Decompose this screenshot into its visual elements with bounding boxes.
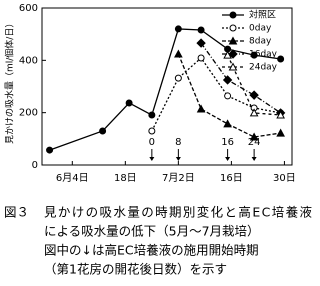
y-axis-label: 見かけの吸水量（ml/個体/日） (4, 19, 16, 144)
marker (249, 90, 259, 100)
marker (99, 127, 107, 135)
marker (174, 49, 183, 58)
series-line (177, 53, 281, 138)
caption-line: による吸水量の低下（5月～7月栽培） (44, 224, 260, 239)
x-tick-label: 18日 (114, 173, 137, 184)
legend-label: 8day (249, 37, 272, 47)
legend-marker (228, 49, 238, 59)
y-tick-label: 0 (32, 160, 38, 171)
marker (196, 38, 206, 48)
legend-marker (228, 62, 238, 71)
caption-line: 見かけの吸水量の時期別変化と高EC培養液 (44, 205, 312, 220)
legend-label: 対照区 (249, 9, 276, 21)
legend-marker (228, 36, 238, 45)
marker (224, 92, 232, 100)
annotation-arrowhead (225, 157, 231, 161)
marker (249, 132, 259, 141)
legend-marker (229, 24, 237, 32)
annotation-arrowhead (175, 157, 181, 161)
marker (174, 74, 182, 82)
caption-line: 図中の↓は高EC培養液の施用開始時期 (44, 243, 259, 258)
marker (196, 104, 206, 113)
marker (148, 111, 156, 119)
y-tick-label: 600 (19, 3, 38, 14)
marker (222, 75, 233, 85)
y-tick-label: 200 (19, 108, 38, 119)
legend-label: 16day (249, 50, 278, 60)
marker (276, 128, 285, 137)
marker (277, 55, 285, 63)
caption-label: 図３ (4, 205, 29, 220)
plot-frame (41, 7, 293, 166)
legend-label: 24day (249, 63, 278, 73)
marker (276, 110, 285, 119)
series-line (151, 57, 281, 132)
caption-line: （第1花房の開花後日数）を示す (44, 262, 227, 277)
marker (46, 146, 54, 154)
series-line (200, 42, 281, 114)
annotation-arrowhead (251, 157, 257, 161)
annotation-label: 16 (221, 137, 234, 148)
x-tick-label: 7月2日 (162, 172, 195, 184)
series-line (49, 28, 281, 151)
marker (174, 25, 182, 33)
legend-label: 0day (249, 24, 272, 34)
x-tick-label: 16日 (220, 173, 243, 184)
marker (148, 127, 156, 135)
marker (223, 119, 232, 128)
annotation-arrowhead (149, 157, 155, 161)
marker (197, 54, 205, 62)
legend-marker (229, 11, 237, 19)
annotation-label: 0 (149, 137, 155, 148)
annotation-label: 8 (175, 137, 181, 148)
y-tick-label: 400 (19, 55, 38, 66)
annotation-label: 24 (248, 137, 261, 148)
marker (197, 26, 205, 34)
x-tick-label: 30日 (273, 173, 296, 184)
marker (249, 108, 259, 117)
marker (125, 99, 133, 107)
x-tick-label: 6月4日 (56, 172, 89, 184)
marker (250, 51, 258, 59)
